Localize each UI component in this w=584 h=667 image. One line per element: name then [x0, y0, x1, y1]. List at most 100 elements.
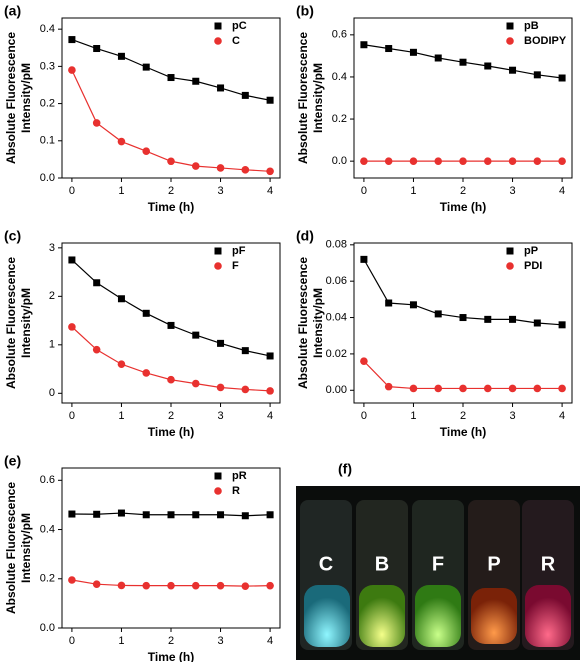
chart: (b) 0.0 0.2 0.4 0.6 0 1 2 3 4 Time (h) Absolute Flu…	[296, 3, 573, 214]
point	[167, 157, 175, 166]
fit-line	[71, 39, 271, 101]
point	[192, 77, 200, 85]
y-tick-label: 2	[49, 290, 55, 302]
panel-label: (b)	[296, 3, 314, 19]
chart: (c) 0 1 2 3 0 1 2 3 4 Time (h) Absolute Fluorescenc…	[4, 228, 281, 439]
point	[558, 321, 566, 329]
point	[216, 581, 225, 590]
point	[384, 157, 393, 165]
y-axis-label: Absolute Fluorescence	[4, 32, 18, 164]
point	[360, 157, 368, 165]
legend-marker	[506, 247, 514, 255]
legend-label: pC	[232, 20, 247, 32]
chart: (a) 0.0 0.1 0.2 0.3 0.4 0 1 2 3 4 Time (h) Absolute …	[4, 3, 281, 214]
vial-liquid	[359, 585, 405, 647]
y-tick-label: 0.4	[40, 23, 55, 35]
y-tick-label: 0.0	[332, 155, 347, 167]
x-tick-label: 2	[168, 185, 174, 197]
legend-label: pR	[232, 470, 247, 482]
point	[167, 74, 175, 82]
point	[409, 384, 418, 393]
x-tick-label: 3	[509, 410, 515, 422]
point	[509, 315, 517, 323]
point	[93, 279, 101, 287]
point	[142, 147, 151, 156]
point	[217, 511, 225, 519]
x-tick-label: 0	[69, 410, 75, 422]
legend-marker	[214, 487, 222, 495]
x-axis-label: Time (h)	[148, 200, 194, 214]
point	[266, 511, 274, 519]
vial-liquid	[471, 588, 517, 644]
point	[409, 48, 417, 56]
point	[266, 167, 274, 176]
point	[241, 91, 249, 99]
x-axis-label: Time (h)	[148, 650, 194, 662]
legend-label: BODIPY	[524, 35, 567, 47]
point	[117, 295, 125, 303]
point	[533, 319, 541, 327]
y-tick-label: 1	[49, 339, 55, 351]
y-tick-label: 3	[49, 242, 55, 254]
panel-label: (d)	[296, 228, 314, 244]
point	[533, 384, 542, 393]
vial-label: F	[432, 553, 444, 575]
point	[142, 63, 150, 71]
point	[217, 84, 225, 92]
x-tick-label: 4	[267, 410, 273, 422]
legend-label: pF	[232, 245, 246, 257]
x-tick-label: 2	[460, 410, 466, 422]
point	[483, 384, 492, 393]
point	[360, 255, 368, 263]
point	[167, 375, 175, 384]
x-tick-label: 2	[168, 635, 174, 647]
point	[68, 256, 76, 264]
y-tick-label: 0.4	[332, 71, 347, 83]
y-tick-label: 0.08	[326, 239, 347, 251]
point	[360, 41, 368, 49]
legend-label: C	[232, 35, 240, 47]
x-tick-label: 1	[410, 410, 416, 422]
vial-liquid	[525, 585, 571, 647]
point	[509, 66, 517, 74]
point	[216, 383, 225, 392]
point	[92, 119, 101, 127]
vials	[300, 500, 574, 650]
point	[385, 45, 393, 53]
y-tick-label: 0.0	[40, 622, 55, 634]
point	[142, 309, 150, 317]
point	[191, 162, 200, 170]
y-axis-label: Intensity/pM	[19, 513, 33, 583]
y-axis-label: Absolute Fluorescence	[296, 32, 310, 164]
point	[142, 369, 151, 377]
y-axis-label: Absolute Fluorescence	[4, 482, 18, 614]
x-tick-label: 0	[361, 410, 367, 422]
point	[434, 310, 442, 318]
point	[558, 74, 566, 82]
point	[191, 379, 200, 388]
y-tick-label: 0.1	[40, 135, 55, 147]
vial-liquid	[304, 585, 350, 647]
legend-label: F	[232, 260, 239, 272]
legend-marker	[214, 472, 222, 480]
point	[167, 321, 175, 329]
point	[483, 157, 492, 165]
y-tick-label: 0.2	[40, 573, 55, 585]
point	[216, 164, 225, 172]
vial-label: C	[319, 553, 333, 575]
point	[117, 509, 125, 517]
legend-label: R	[232, 485, 240, 497]
point	[192, 331, 200, 339]
panel-label: (c)	[4, 228, 21, 244]
y-tick-label: 0.00	[326, 384, 347, 396]
point	[241, 582, 250, 590]
legend-marker	[506, 22, 514, 30]
point	[241, 385, 250, 394]
panel-label: (a)	[4, 3, 21, 19]
x-axis-label: Time (h)	[148, 425, 194, 439]
point	[459, 384, 467, 393]
point	[241, 347, 249, 355]
y-tick-label: 0.2	[332, 113, 347, 125]
y-tick-label: 0	[49, 387, 55, 399]
